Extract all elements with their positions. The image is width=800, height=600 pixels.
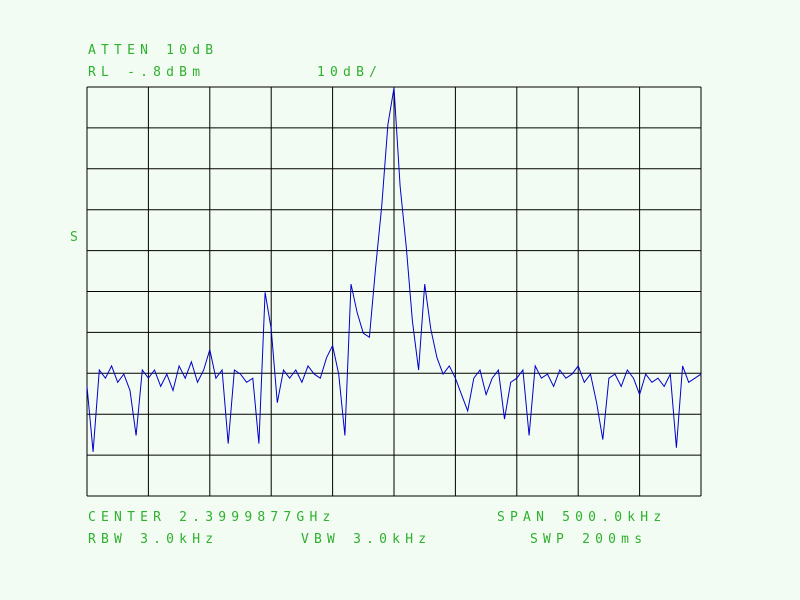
side-marker-label: S (70, 230, 84, 245)
vbw-label: VBW 3.0kHz (301, 532, 432, 547)
rbw-label: RBW 3.0kHz (88, 532, 219, 547)
spectrum-trace (86, 87, 702, 452)
span-label: SPAN 500.0kHz (497, 510, 667, 525)
graticule (86, 86, 702, 497)
atten-label: ATTEN 10dB (88, 43, 219, 58)
center-frequency-label: CENTER 2.3999877GHz (88, 510, 336, 525)
sweep-time-label: SWP 200ms (530, 532, 648, 547)
scale-label: 10dB/ (317, 65, 383, 80)
ref-level-label: RL -.8dBm (88, 65, 206, 80)
